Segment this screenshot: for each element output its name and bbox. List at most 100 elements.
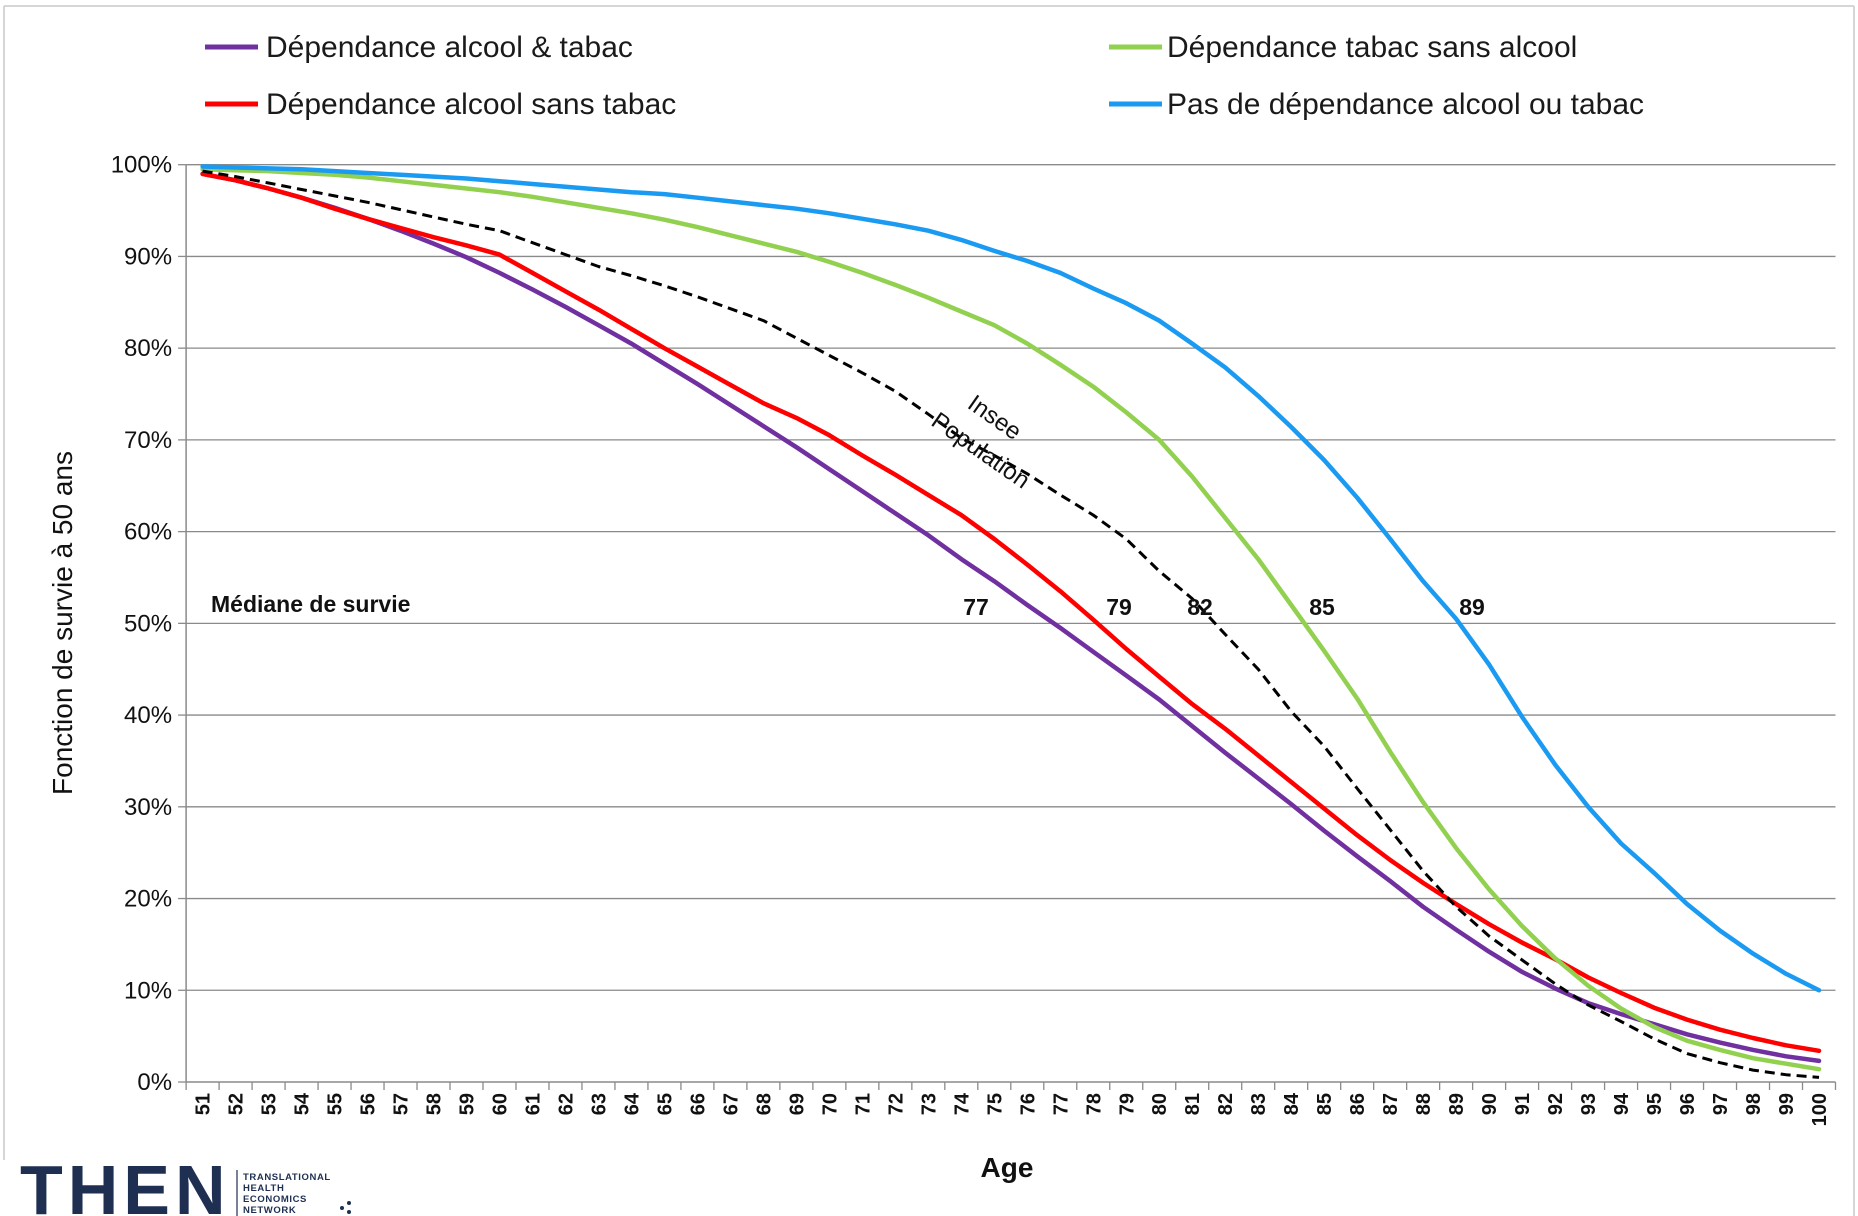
x-tick-label: 59 — [457, 1093, 479, 1115]
y-tick-label: 90% — [124, 243, 172, 270]
series-line-alcool-sans-tabac — [200, 171, 1822, 1054]
then-logo: THEN TRANSLATIONAL HEALTH ECONOMICS NETW… — [20, 1151, 351, 1216]
x-tick-label: 54 — [292, 1092, 314, 1115]
insee-line-label: Insee Population — [926, 390, 1034, 494]
x-tick-label: 70 — [819, 1093, 841, 1115]
x-tick-label: 81 — [1182, 1093, 1204, 1115]
legend-label: Dépendance tabac sans alcool — [1167, 31, 1577, 64]
logo-wordmark: THEN — [20, 1151, 231, 1216]
x-tick-label: 100 — [1809, 1093, 1831, 1126]
median-value: 89 — [1459, 594, 1485, 620]
series-line-alcool-tabac — [200, 171, 1822, 1064]
y-tick-label: 20% — [124, 886, 172, 913]
logo-subtitle-line: TRANSLATIONAL — [243, 1172, 331, 1183]
x-tick-label: 65 — [654, 1093, 676, 1115]
x-tick-label: 98 — [1743, 1093, 1765, 1115]
y-axis-title: Fonction de survie à 50 ans — [47, 451, 78, 795]
x-tick-label: 89 — [1446, 1093, 1468, 1115]
x-tick-label: 79 — [1116, 1093, 1138, 1115]
x-tick-label: 67 — [720, 1093, 742, 1115]
x-tick-label: 77 — [1050, 1093, 1072, 1115]
legend-item-tabac-sans-alcool: Dépendance tabac sans alcool — [1109, 31, 1577, 64]
x-tick-label: 64 — [621, 1092, 643, 1115]
legend: Dépendance alcool & tabac Dépendance alc… — [205, 31, 1644, 121]
x-tick-label: 74 — [951, 1092, 973, 1115]
legend-label: Dépendance alcool & tabac — [266, 31, 633, 64]
y-tick-label: 30% — [124, 794, 172, 821]
x-tick-label: 84 — [1281, 1092, 1303, 1115]
logo-subtitle-line: ECONOMICS — [243, 1194, 307, 1205]
logo-dot — [340, 1206, 344, 1210]
legend-item-alcool-sans-tabac: Dépendance alcool sans tabac — [205, 88, 676, 121]
median-annotations: Médiane de survie 77 79 82 85 89 — [211, 591, 1485, 620]
legend-item-pas-de-dependance: Pas de dépendance alcool ou tabac — [1109, 88, 1644, 121]
x-tick-label: 52 — [226, 1093, 248, 1115]
legend-item-alcool-tabac: Dépendance alcool & tabac — [205, 31, 633, 64]
legend-label: Dépendance alcool sans tabac — [266, 88, 676, 121]
x-tick-label: 82 — [1215, 1093, 1237, 1115]
x-tick-label: 93 — [1578, 1093, 1600, 1115]
x-tick-label: 86 — [1347, 1093, 1369, 1115]
x-tick-label: 75 — [984, 1093, 1006, 1115]
axes: 0% 10% 20% 30% 40% 50% 60% 70% 80% 90% 100% 51 52 53 5… — [111, 152, 1837, 1126]
x-tick-label: 94 — [1611, 1092, 1633, 1115]
x-tick-label: 95 — [1644, 1093, 1666, 1115]
x-tick-label: 60 — [490, 1093, 512, 1115]
y-tick-label: 100% — [111, 152, 172, 179]
x-axis-title: Age — [981, 1152, 1034, 1183]
x-tick-label: 88 — [1413, 1093, 1435, 1115]
x-tick-label: 69 — [786, 1093, 808, 1115]
series-line-pas-de-dependance — [200, 164, 1822, 993]
median-value: 85 — [1309, 594, 1335, 620]
x-tick-label: 80 — [1149, 1093, 1171, 1115]
median-value: 77 — [963, 594, 989, 620]
x-tick-label: 57 — [391, 1093, 413, 1115]
y-tick-label: 40% — [124, 702, 172, 729]
x-tick-label: 90 — [1479, 1093, 1501, 1115]
x-tick-label: 62 — [556, 1093, 578, 1115]
median-label: Médiane de survie — [211, 591, 410, 617]
median-value: 79 — [1106, 594, 1132, 620]
x-tick-label: 51 — [193, 1093, 215, 1115]
y-tick-label: 80% — [124, 335, 172, 362]
logo-dot — [347, 1201, 351, 1205]
x-tick-label: 61 — [523, 1093, 545, 1115]
legend-label: Pas de dépendance alcool ou tabac — [1167, 88, 1644, 121]
x-tick-label: 58 — [424, 1093, 446, 1115]
gridlines — [186, 164, 1836, 991]
x-tick-label: 99 — [1776, 1093, 1798, 1115]
x-tick-label: 55 — [325, 1093, 347, 1115]
y-tick-label: 60% — [124, 519, 172, 546]
logo-dots-icon — [340, 1201, 351, 1214]
y-tick-label: 0% — [137, 1069, 172, 1096]
x-tick-label: 73 — [918, 1093, 940, 1115]
y-tick-label: 70% — [124, 427, 172, 454]
x-tick-label: 71 — [852, 1093, 874, 1115]
x-tick-label: 66 — [687, 1093, 709, 1115]
x-tick-label: 56 — [358, 1093, 380, 1115]
y-tick-label: 10% — [124, 977, 172, 1004]
x-tick-label: 87 — [1380, 1093, 1402, 1115]
plot-series — [200, 164, 1822, 1079]
y-tick-label: 50% — [124, 610, 172, 637]
x-tick-label: 91 — [1512, 1093, 1534, 1115]
x-tick-label: 68 — [753, 1093, 775, 1115]
x-tick-label: 85 — [1314, 1093, 1336, 1115]
x-tick-label: 96 — [1677, 1093, 1699, 1115]
x-tick-label: 78 — [1083, 1093, 1105, 1115]
x-tick-label: 63 — [589, 1093, 611, 1115]
x-tick-label: 83 — [1248, 1093, 1270, 1115]
logo-subtitle-line: HEALTH — [243, 1183, 284, 1194]
chart-frame — [3, 5, 1855, 1216]
x-tick-label: 97 — [1710, 1093, 1732, 1115]
x-tick-label: 92 — [1545, 1093, 1567, 1115]
logo-dot — [347, 1210, 351, 1214]
series-line-insee-population — [202, 169, 1820, 1079]
x-tick-label: 76 — [1017, 1093, 1039, 1115]
x-tick-label: 53 — [259, 1093, 281, 1115]
series-line-tabac-sans-alcool — [200, 167, 1822, 1072]
median-value: 82 — [1187, 594, 1213, 620]
x-tick-label: 72 — [885, 1093, 907, 1115]
logo-subtitle-line: NETWORK — [243, 1205, 296, 1216]
